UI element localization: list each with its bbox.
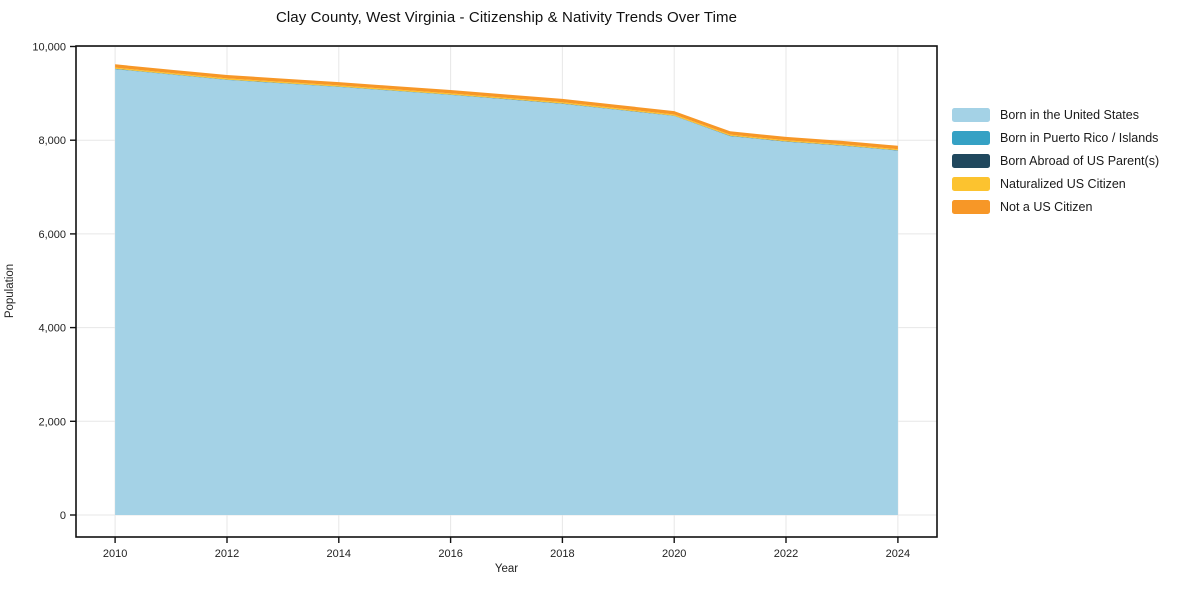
legend-swatch-icon [952, 176, 990, 191]
x-axis-label: Year [494, 563, 519, 575]
y-tick-label: 6,000 [38, 229, 66, 241]
x-tick-label: 2020 [662, 548, 686, 560]
legend-label: Born Abroad of US Parent(s) [1000, 153, 1160, 168]
legend-swatch-icon [952, 199, 990, 214]
plot-border [75, 45, 938, 538]
legend-item: Born in Puerto Rico / Islands [952, 126, 1159, 149]
legend-item: Born Abroad of US Parent(s) [952, 149, 1159, 172]
legend-label: Born in Puerto Rico / Islands [1000, 130, 1159, 145]
x-tick-label: 2010 [103, 548, 127, 560]
x-tick-label: 2018 [550, 548, 574, 560]
y-axis-label: Population [4, 263, 16, 319]
legend-item: Not a US Citizen [952, 195, 1159, 218]
legend: Born in the United States Born in Puerto … [952, 103, 1159, 218]
area-series [115, 64, 898, 150]
x-tick-label: 2012 [215, 548, 239, 560]
y-tick-label: 2,000 [38, 416, 66, 428]
area-series [115, 69, 898, 515]
legend-label: Naturalized US Citizen [1000, 176, 1126, 191]
legend-label: Born in the United States [1000, 107, 1139, 122]
chart-title: Clay County, West Virginia - Citizenship… [275, 9, 738, 26]
x-tick-label: 2024 [886, 548, 910, 560]
legend-item: Born in the United States [952, 103, 1159, 126]
legend-swatch-icon [952, 130, 990, 145]
x-tick-label: 2016 [438, 548, 462, 560]
legend-label: Not a US Citizen [1000, 199, 1093, 214]
area-series [115, 67, 898, 151]
y-tick-label: 10,000 [32, 42, 66, 54]
y-tick-label: 8,000 [38, 135, 66, 147]
x-tick-label: 2022 [774, 548, 798, 560]
legend-swatch-icon [952, 107, 990, 122]
y-tick-label: 4,000 [38, 323, 66, 335]
x-tick-label: 2014 [327, 548, 351, 560]
legend-item: Naturalized US Citizen [952, 172, 1159, 195]
y-tick-label: 0 [60, 510, 66, 522]
legend-swatch-icon [952, 153, 990, 168]
